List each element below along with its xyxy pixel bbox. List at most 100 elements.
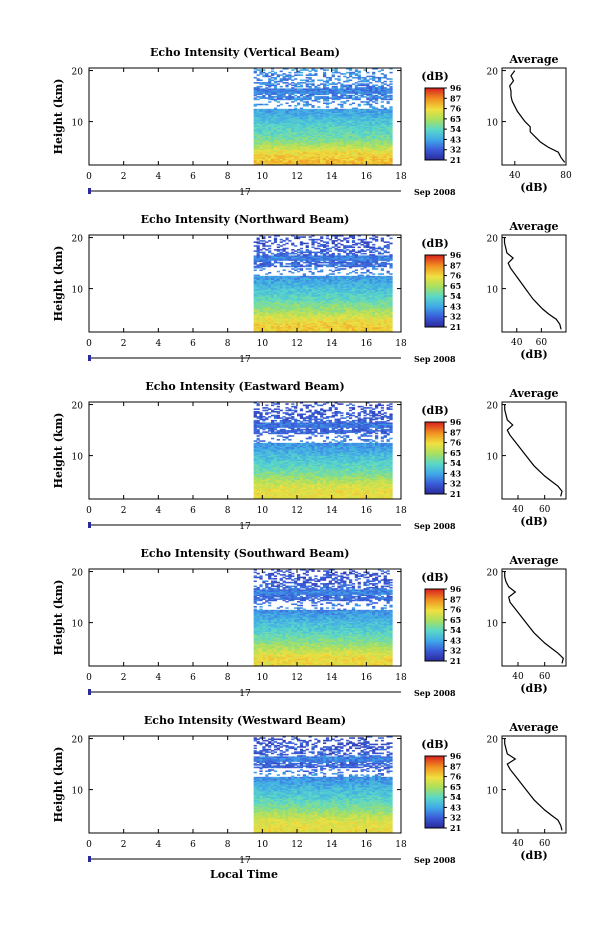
heatmap-cell (302, 297, 306, 300)
heatmap-cell (279, 287, 283, 289)
heatmap-cell (308, 83, 312, 85)
heatmap-cell (291, 135, 295, 138)
heatmap-cell (285, 161, 289, 163)
heatmap-cell (354, 135, 358, 138)
heatmap-cell (363, 320, 367, 323)
heatmap-cell (340, 325, 344, 328)
heatmap-cell (363, 92, 367, 94)
heatmap-cell (360, 136, 364, 139)
heatmap-cell (325, 112, 330, 115)
heatmap-cell (389, 144, 393, 147)
heatmap-cell (276, 300, 280, 302)
heatmap-cell (285, 92, 289, 94)
heatmap-cell (273, 316, 278, 319)
heatmap-cell (302, 139, 306, 142)
heatmap-cell (340, 103, 344, 106)
heatmap-cell (259, 311, 263, 314)
heatmap-cell (325, 157, 330, 159)
heatmap-cell (302, 115, 306, 117)
heatmap-cell (389, 152, 393, 154)
heatmap-cell (305, 149, 309, 152)
heatmap-cell (323, 314, 327, 316)
heatmap-cell (383, 153, 387, 156)
heatmap-cell (268, 83, 272, 85)
heatmap-cell (357, 111, 361, 113)
heatmap-cell (377, 144, 382, 147)
heatmap-cell (299, 326, 304, 329)
heatmap-cell (276, 130, 280, 133)
heatmap-cell (346, 89, 350, 92)
heatmap-cell (294, 303, 298, 306)
heatmap-cell (285, 129, 289, 131)
heatmap-cell (279, 326, 283, 329)
heatmap-cell (328, 302, 332, 305)
heatmap-cell (346, 157, 350, 159)
heatmap-cell (372, 156, 376, 158)
heatmap-cell (282, 162, 286, 165)
heatmap-cell (337, 140, 341, 143)
heatmap-cell (372, 152, 376, 154)
heatmap-cell (299, 280, 304, 283)
heatmap-cell (334, 120, 338, 122)
heatmap-cell (271, 150, 275, 153)
heatmap-cell (346, 115, 350, 117)
heatmap-cell (334, 88, 338, 90)
heatmap-cell (262, 74, 266, 76)
heatmap-cell (253, 120, 257, 122)
heatmap-cell (380, 283, 384, 286)
heatmap-cell (291, 140, 295, 143)
heatmap-cell (297, 133, 301, 135)
heatmap-cell (351, 323, 356, 325)
heatmap-cell (323, 135, 327, 138)
heatmap-cell (297, 311, 301, 314)
heatmap-cell (366, 282, 370, 284)
heatmap-cell (268, 159, 272, 162)
heatmap-cell (323, 85, 327, 88)
heatmap-cell (349, 153, 353, 156)
heatmap-cell (308, 153, 312, 156)
heatmap-cell (346, 143, 350, 145)
heatmap-cell (328, 145, 332, 148)
heatmap-cell (294, 328, 298, 330)
heatmap-cell (323, 145, 327, 148)
heatmap-cell (282, 156, 286, 158)
heatmap-cell (357, 112, 361, 115)
heatmap-cell (334, 153, 338, 156)
heatmap-cell (389, 306, 393, 309)
heatmap-cell (375, 150, 379, 153)
heatmap-cell (320, 301, 324, 303)
heatmap-cell (314, 134, 318, 136)
heatmap-cell (343, 162, 347, 165)
heatmap-cell (389, 291, 393, 293)
heatmap-cell (340, 150, 344, 153)
heatmap-cell (369, 288, 373, 291)
heatmap-cell (334, 320, 338, 323)
heatmap-cell (375, 312, 379, 315)
heatmap-cell (271, 291, 275, 293)
heatmap-cell (311, 135, 315, 138)
heatmap-cell (325, 325, 330, 328)
heatmap-cell (282, 286, 286, 288)
heatmap-cell (288, 139, 292, 142)
heatmap-cell (325, 140, 330, 143)
heatmap-cell (308, 93, 312, 96)
heatmap-cell (299, 119, 304, 121)
heatmap-cell (288, 162, 292, 165)
heatmap-cell (351, 310, 356, 312)
heatmap-cell (366, 80, 370, 83)
heatmap-cell (389, 142, 393, 144)
heatmap-cell (268, 283, 272, 286)
heatmap-cell (351, 130, 356, 133)
heatmap-cell (291, 84, 295, 87)
heatmap-cell (282, 311, 286, 314)
heatmap-cell (282, 280, 286, 283)
heatmap-cell (305, 157, 309, 159)
heatmap-cell (297, 307, 301, 310)
heatmap-cell (294, 317, 298, 320)
heatmap-cell (276, 294, 280, 297)
heatmap-cell (288, 92, 292, 94)
heatmap-cell (323, 71, 327, 74)
heatmap-cell (346, 140, 350, 143)
heatmap-cell (389, 315, 393, 317)
heatmap-cell (334, 329, 338, 332)
